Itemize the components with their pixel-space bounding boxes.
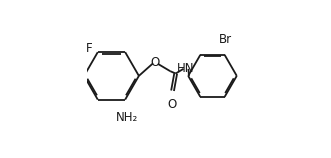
- Text: HN: HN: [177, 61, 194, 75]
- Text: O: O: [151, 56, 160, 69]
- Text: F: F: [86, 42, 92, 55]
- Text: Br: Br: [219, 33, 232, 46]
- Text: NH₂: NH₂: [116, 111, 138, 124]
- Text: O: O: [167, 98, 176, 111]
